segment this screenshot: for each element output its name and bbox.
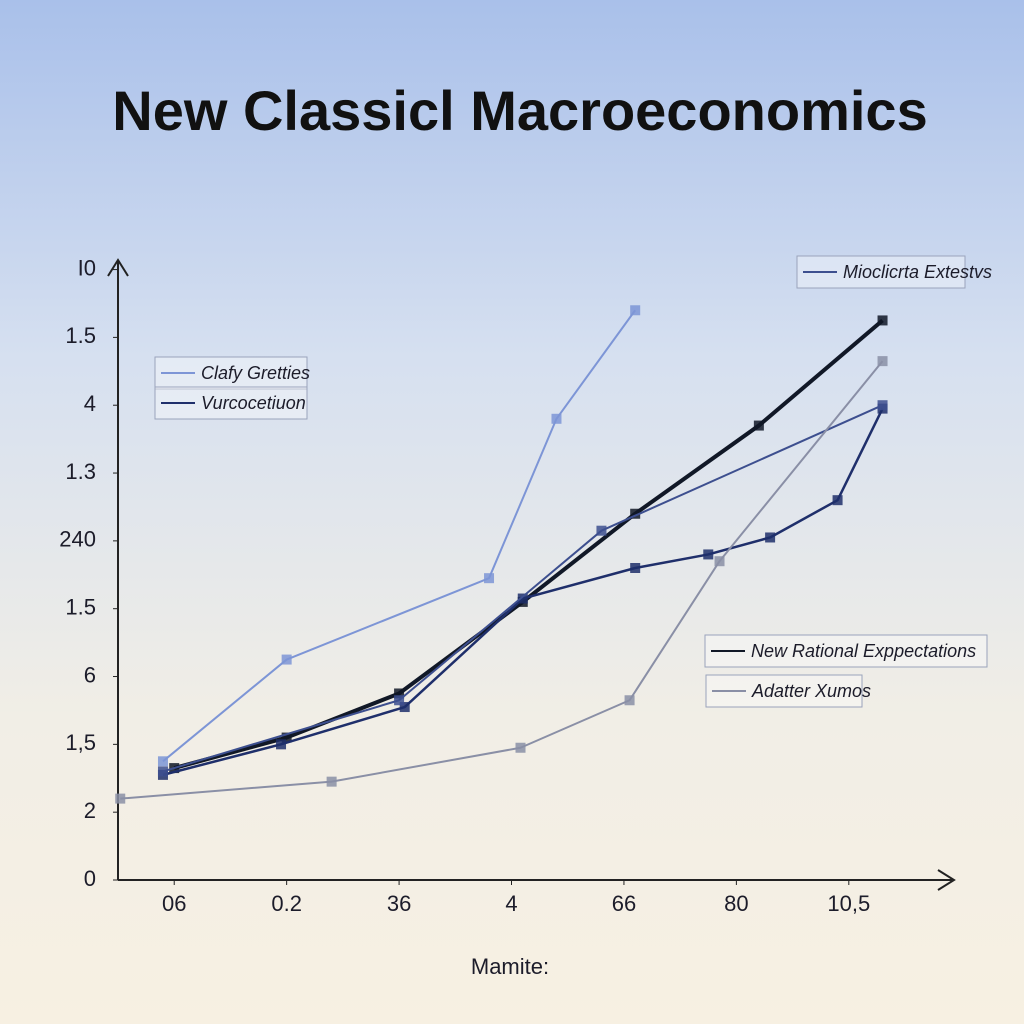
x-tick-label: 06 (162, 891, 186, 916)
point-marker (517, 593, 528, 604)
point-marker (596, 525, 607, 536)
series-line (120, 360, 884, 800)
point-marker (630, 508, 641, 519)
x-axis-arrow (937, 869, 956, 891)
point-marker (281, 732, 292, 743)
y-tick-label: 240 (59, 527, 96, 552)
y-tick-label: 1.5 (65, 595, 96, 620)
point-marker (484, 573, 495, 584)
point-marker (877, 400, 888, 411)
point-marker (630, 563, 641, 573)
point-marker (703, 549, 714, 560)
point-marker (115, 793, 126, 804)
point-marker (877, 356, 888, 367)
point-marker (281, 654, 292, 665)
point-marker (714, 556, 725, 567)
point-marker (394, 688, 405, 699)
point-marker (326, 776, 337, 787)
x-axis-label: Mamite: (471, 954, 549, 979)
point-marker (515, 742, 526, 753)
legend-label: New Rational Exppectations (751, 641, 976, 661)
point-marker (157, 766, 168, 777)
chart-title: New Classicl Macroeconomics (112, 79, 927, 142)
y-axis-arrow (107, 258, 129, 277)
legend-box (796, 255, 966, 289)
x-tick-label: 10,5 (827, 891, 870, 916)
x-tick-label: 80 (724, 891, 748, 916)
y-tick-label: 1.3 (65, 459, 96, 484)
y-tick-label: 2 (84, 798, 96, 823)
point-marker (399, 702, 410, 713)
point-marker (551, 413, 562, 424)
legend-label: Adatter Xumos (751, 681, 871, 701)
point-marker (630, 305, 641, 316)
point-marker (765, 532, 776, 543)
y-tick-label: 1,5 (65, 730, 96, 755)
legend-box (704, 634, 988, 668)
point-marker (276, 739, 287, 750)
legend-label: Mioclicrta Extestvs (843, 262, 992, 282)
point-marker (877, 315, 888, 326)
series-line (162, 408, 884, 777)
point-marker (157, 756, 168, 767)
legend-label: Vurcocetiuon (201, 393, 306, 413)
point-marker (394, 695, 405, 706)
y-tick-label: I0 (78, 255, 96, 280)
y-tick-label: 4 (84, 391, 96, 416)
series-line (162, 404, 883, 773)
y-tick-label: 6 (84, 662, 96, 687)
y-tick-label: 1.5 (65, 323, 96, 348)
point-marker (832, 495, 843, 506)
legend-label: Clafy Gretties (201, 363, 310, 383)
x-tick-label: 0.2 (271, 891, 302, 916)
x-tick-label: 66 (612, 891, 636, 916)
point-marker (624, 695, 635, 706)
x-tick-label: 36 (387, 891, 411, 916)
point-marker (753, 420, 764, 431)
x-tick-label: 4 (505, 891, 517, 916)
y-tick-label: 0 (84, 866, 96, 891)
